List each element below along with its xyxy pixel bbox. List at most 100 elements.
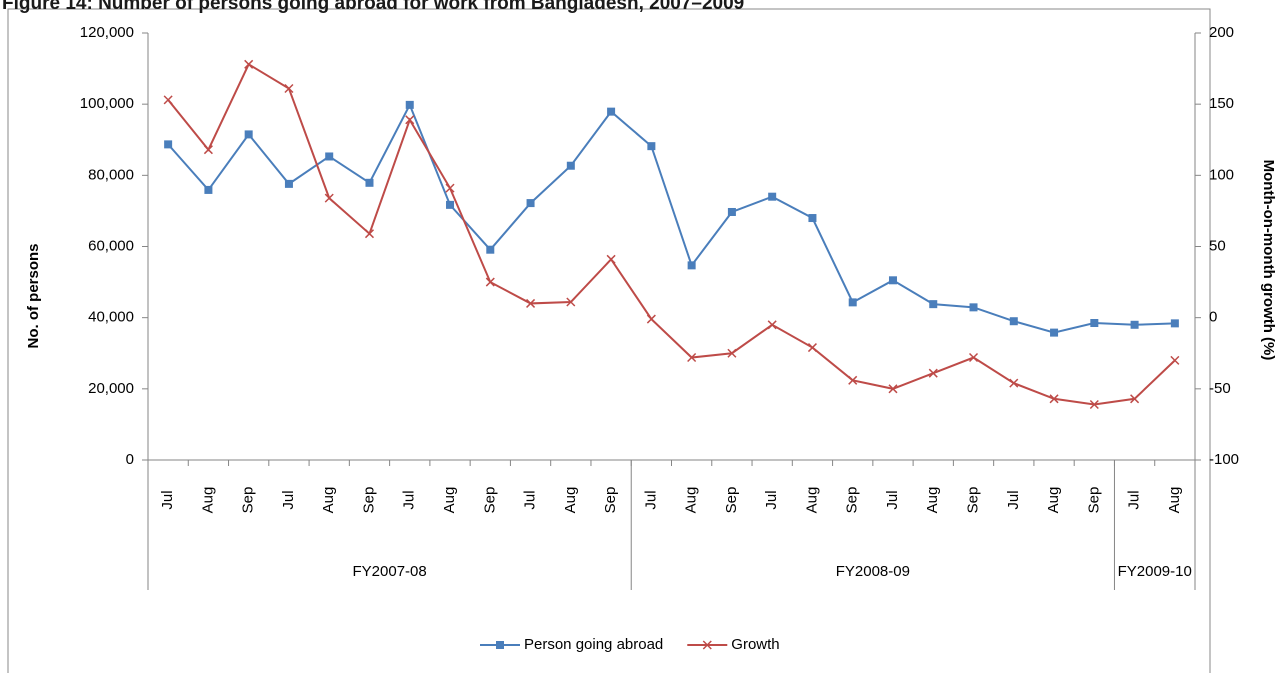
x-tick-label: Jul (884, 490, 901, 509)
x-tick-label: Aug (562, 487, 579, 514)
y-tick-label: 80,000 (88, 166, 134, 183)
point-marker (203, 145, 213, 155)
point-marker (526, 298, 536, 308)
y-tick-label: 0 (126, 451, 134, 468)
point-marker (1170, 355, 1180, 365)
point-marker (163, 95, 173, 105)
x-tick-label: Sep (481, 487, 498, 514)
legend-label: Person going abroad (524, 636, 663, 653)
y2-tick-label: 50 (1209, 237, 1226, 254)
point-marker (244, 59, 254, 69)
y2-tick-label: 0 (1209, 309, 1217, 326)
x-tick-label: Sep (360, 487, 377, 514)
point-marker (1089, 399, 1099, 410)
legend-marker (702, 640, 712, 650)
x-tick-label: Aug (320, 487, 337, 514)
y2-tick-label: -100 (1209, 451, 1239, 468)
y2-tick-label: 200 (1209, 24, 1234, 41)
point-marker (325, 152, 334, 161)
point-marker (727, 207, 736, 216)
legend-marker (496, 641, 504, 649)
point-marker (888, 276, 897, 285)
x-tick-label: Jul (642, 490, 659, 509)
y-axis-title: No. of persons (25, 243, 42, 348)
point-marker (1050, 328, 1059, 337)
series-line (167, 62, 1176, 406)
group-label: FY2008-09 (836, 563, 910, 580)
point-marker (687, 352, 697, 363)
legend-label: Growth (731, 636, 779, 653)
point-marker (606, 254, 616, 264)
y-tick-label: 60,000 (88, 237, 134, 254)
x-tick-label: Sep (844, 487, 861, 514)
point-marker (808, 214, 817, 223)
x-tick-label: Jul (1005, 490, 1022, 509)
x-tick-label: Jul (401, 490, 418, 509)
x-tick-label: Sep (964, 487, 981, 514)
y2-tick-label: 150 (1209, 95, 1234, 112)
point-marker (807, 343, 817, 353)
x-tick-label: Jul (280, 490, 297, 509)
point-marker (446, 200, 455, 209)
point-marker (284, 83, 294, 94)
point-marker (687, 261, 696, 270)
point-marker (566, 161, 575, 170)
point-marker (768, 192, 777, 201)
chart-title: Figure 14: Number of persons going abroa… (2, 0, 744, 14)
x-tick-label: Sep (240, 487, 257, 514)
point-marker (1130, 320, 1139, 329)
point-marker (1009, 378, 1019, 388)
chart-border (7, 8, 1211, 678)
point-marker (848, 375, 858, 385)
point-marker (767, 320, 777, 330)
series-line (167, 102, 1175, 334)
point-marker (204, 185, 213, 194)
x-tick-label: Aug (924, 487, 941, 514)
point-marker (365, 178, 374, 187)
point-marker (1130, 394, 1140, 404)
point-marker (1090, 319, 1099, 328)
point-marker (727, 348, 737, 358)
x-tick-label: Jul (159, 490, 176, 509)
point-marker (445, 183, 455, 193)
y-tick-label: 100,000 (80, 95, 134, 112)
point-marker (1049, 394, 1059, 404)
x-tick-label: Aug (1166, 487, 1183, 514)
point-marker (405, 115, 415, 125)
point-marker (164, 140, 173, 149)
x-tick-label: Jul (1126, 490, 1143, 509)
point-marker (1009, 317, 1018, 326)
y-tick-label: 40,000 (88, 309, 134, 326)
point-marker (888, 384, 898, 394)
point-marker (969, 303, 978, 312)
group-label: FY2007-08 (353, 563, 427, 580)
point-marker (485, 277, 495, 287)
x-tick-label: Aug (441, 487, 458, 514)
point-marker (364, 229, 375, 239)
y2-tick-label: -50 (1209, 380, 1231, 397)
x-tick-label: Jul (522, 490, 539, 509)
y2-axis-title: Month-on-month growth (%) (1260, 160, 1277, 361)
point-marker (284, 179, 293, 188)
point-marker (566, 297, 576, 307)
point-marker (1170, 319, 1179, 328)
group-label: FY2009-10 (1118, 563, 1192, 580)
x-tick-label: Aug (683, 487, 700, 514)
point-marker (244, 130, 253, 139)
x-tick-label: Sep (723, 487, 740, 514)
point-marker (646, 314, 656, 324)
point-marker (405, 100, 414, 109)
x-tick-label: Jul (763, 490, 780, 509)
x-tick-label: Aug (1045, 487, 1062, 514)
point-marker (848, 298, 857, 307)
y-tick-label: 120,000 (80, 24, 134, 41)
point-marker (324, 193, 334, 203)
point-marker (647, 142, 656, 151)
point-marker (928, 368, 938, 378)
x-tick-label: Aug (803, 487, 820, 514)
point-marker (929, 300, 938, 309)
y-tick-label: 20,000 (88, 380, 134, 397)
point-marker (968, 352, 979, 363)
